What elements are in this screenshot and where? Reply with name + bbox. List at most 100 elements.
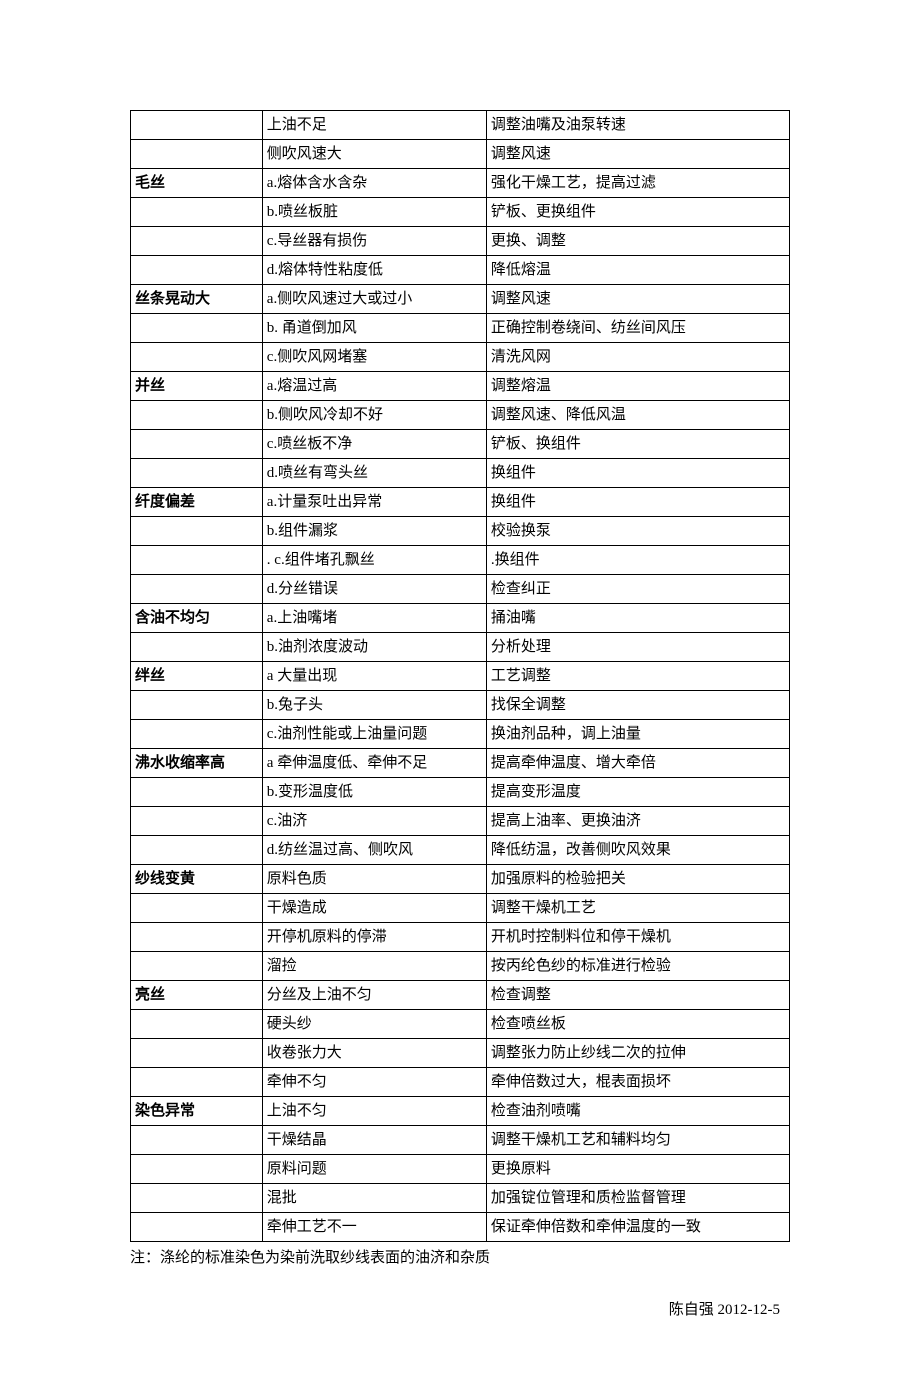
solution-cell: 提高牵伸温度、增大牵倍	[486, 749, 789, 778]
cause-cell: 分丝及上油不匀	[262, 981, 486, 1010]
defect-name-cell	[131, 140, 263, 169]
cause-cell: a 大量出现	[262, 662, 486, 691]
defect-name-cell	[131, 633, 263, 662]
cause-cell: c.导丝器有损伤	[262, 227, 486, 256]
solution-cell: 调整风速	[486, 285, 789, 314]
table-row: c.侧吹风网堵塞清洗风网	[131, 343, 790, 372]
document-page: 上油不足调整油嘴及油泵转速侧吹风速大调整风速 毛丝a.熔体含水含杂强化干燥工艺，提…	[0, 0, 920, 1379]
table-row: b.油剂浓度波动分析处理	[131, 633, 790, 662]
cause-cell: a.熔温过高	[262, 372, 486, 401]
cause-cell: b.组件漏浆	[262, 517, 486, 546]
defect-name-cell	[131, 836, 263, 865]
footnote: 注：涤纶的标准染色为染前洗取纱线表面的油济和杂质	[130, 1246, 790, 1270]
cause-cell: c.油济	[262, 807, 486, 836]
cause-cell: c.喷丝板不净	[262, 430, 486, 459]
solution-cell: 提高上油率、更换油济	[486, 807, 789, 836]
cause-cell: 原料问题	[262, 1155, 486, 1184]
table-row: . c.组件堵孔飘丝.换组件	[131, 546, 790, 575]
solution-cell: 换组件	[486, 488, 789, 517]
cause-cell: 混批	[262, 1184, 486, 1213]
solution-cell: 按丙纶色纱的标准进行检验	[486, 952, 789, 981]
defect-name-cell: 亮丝	[131, 981, 263, 1010]
table-row: c.导丝器有损伤更换、调整	[131, 227, 790, 256]
cause-cell: 硬头纱	[262, 1010, 486, 1039]
table-row: 纱线变黄原料色质加强原料的检验把关	[131, 865, 790, 894]
table-row: d.喷丝有弯头丝换组件	[131, 459, 790, 488]
table-row: b.变形温度低提高变形温度	[131, 778, 790, 807]
solution-cell: 换油剂品种，调上油量	[486, 720, 789, 749]
solution-cell: 强化干燥工艺，提高过滤	[486, 169, 789, 198]
table-row: b.喷丝板脏铲板、更换组件	[131, 198, 790, 227]
cause-cell: b.侧吹风冷却不好	[262, 401, 486, 430]
table-row: b.兔子头找保全调整	[131, 691, 790, 720]
solution-cell: 铲板、换组件	[486, 430, 789, 459]
defect-name-cell	[131, 1213, 263, 1242]
defect-name-cell: 丝条晃动大	[131, 285, 263, 314]
cause-cell: c.油剂性能或上油量问题	[262, 720, 486, 749]
defect-name-cell	[131, 401, 263, 430]
table-row: 牵伸不匀牵伸倍数过大，棍表面损坏	[131, 1068, 790, 1097]
defect-name-cell	[131, 1039, 263, 1068]
solution-cell: 清洗风网	[486, 343, 789, 372]
table-row: d.分丝错误检查纠正	[131, 575, 790, 604]
cause-cell: 溜捡	[262, 952, 486, 981]
solution-cell: 检查纠正	[486, 575, 789, 604]
defect-name-cell	[131, 1126, 263, 1155]
table-row: 丝条晃动大a.侧吹风速过大或过小调整风速	[131, 285, 790, 314]
defect-name-cell	[131, 575, 263, 604]
defect-name-cell	[131, 720, 263, 749]
solution-cell: 调整干燥机工艺和辅料均匀	[486, 1126, 789, 1155]
table-row: 原料问题更换原料	[131, 1155, 790, 1184]
solution-cell: 铲板、更换组件	[486, 198, 789, 227]
cause-cell: b.喷丝板脏	[262, 198, 486, 227]
solution-cell: 保证牵伸倍数和牵伸温度的一致	[486, 1213, 789, 1242]
defect-name-cell: 并丝	[131, 372, 263, 401]
cause-cell: 侧吹风速大	[262, 140, 486, 169]
defect-name-cell	[131, 198, 263, 227]
solution-cell: 调整张力防止纱线二次的拉伸	[486, 1039, 789, 1068]
table-row: 上油不足调整油嘴及油泵转速	[131, 111, 790, 140]
cause-cell: c.侧吹风网堵塞	[262, 343, 486, 372]
solution-cell: 捅油嘴	[486, 604, 789, 633]
defect-name-cell	[131, 459, 263, 488]
defect-name-cell	[131, 691, 263, 720]
defect-name-cell	[131, 546, 263, 575]
defect-name-cell	[131, 430, 263, 459]
cause-cell: d.纺丝温过高、侧吹风	[262, 836, 486, 865]
defect-table: 上油不足调整油嘴及油泵转速侧吹风速大调整风速 毛丝a.熔体含水含杂强化干燥工艺，提…	[130, 110, 790, 1242]
cause-cell: 干燥结晶	[262, 1126, 486, 1155]
defect-name-cell	[131, 256, 263, 285]
solution-cell: 检查喷丝板	[486, 1010, 789, 1039]
defect-name-cell	[131, 111, 263, 140]
solution-cell: 牵伸倍数过大，棍表面损坏	[486, 1068, 789, 1097]
solution-cell: 更换、调整	[486, 227, 789, 256]
defect-name-cell	[131, 952, 263, 981]
table-row: c.油剂性能或上油量问题换油剂品种，调上油量	[131, 720, 790, 749]
table-row: 开停机原料的停滞开机时控制料位和停干燥机	[131, 923, 790, 952]
defect-name-cell	[131, 807, 263, 836]
cause-cell: b.油剂浓度波动	[262, 633, 486, 662]
cause-cell: 干燥造成	[262, 894, 486, 923]
defect-name-cell	[131, 1068, 263, 1097]
solution-cell: 更换原料	[486, 1155, 789, 1184]
defect-name-cell	[131, 517, 263, 546]
cause-cell: a.侧吹风速过大或过小	[262, 285, 486, 314]
table-row: 混批加强锭位管理和质检监督管理	[131, 1184, 790, 1213]
cause-cell: 牵伸工艺不一	[262, 1213, 486, 1242]
defect-name-cell: 纱线变黄	[131, 865, 263, 894]
table-row: 牵伸工艺不一保证牵伸倍数和牵伸温度的一致	[131, 1213, 790, 1242]
table-row: 绊丝a 大量出现工艺调整	[131, 662, 790, 691]
solution-cell: 工艺调整	[486, 662, 789, 691]
solution-cell: 校验换泵	[486, 517, 789, 546]
table-row: 沸水收缩率高a 牵伸温度低、牵伸不足提高牵伸温度、增大牵倍	[131, 749, 790, 778]
solution-cell: 提高变形温度	[486, 778, 789, 807]
defect-name-cell	[131, 343, 263, 372]
defect-name-cell	[131, 227, 263, 256]
defect-name-cell: 绊丝	[131, 662, 263, 691]
table-row: 含油不均匀a.上油嘴堵捅油嘴	[131, 604, 790, 633]
table-row: 毛丝a.熔体含水含杂强化干燥工艺，提高过滤	[131, 169, 790, 198]
solution-cell: 找保全调整	[486, 691, 789, 720]
table-row: 染色异常上油不匀检查油剂喷嘴	[131, 1097, 790, 1126]
solution-cell: 正确控制卷绕间、纺丝间风压	[486, 314, 789, 343]
solution-cell: 降低纺温，改善侧吹风效果	[486, 836, 789, 865]
